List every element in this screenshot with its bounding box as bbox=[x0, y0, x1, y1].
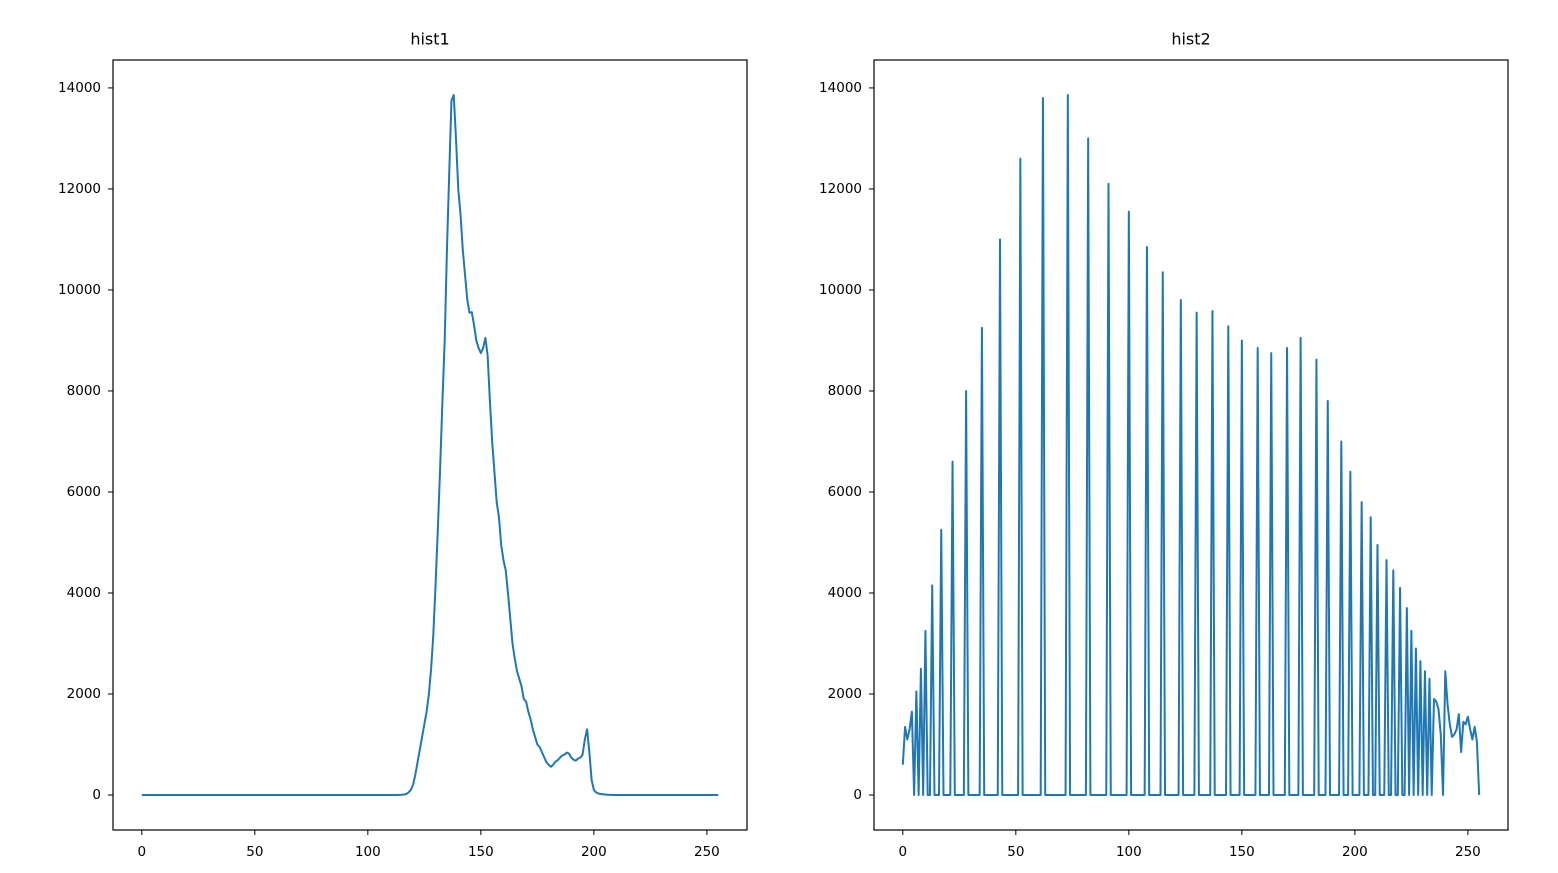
y-tick-label: 14000 bbox=[58, 80, 101, 96]
y-tick-label: 4000 bbox=[67, 585, 101, 601]
y-tick-label: 12000 bbox=[819, 181, 862, 197]
x-tick-label: 0 bbox=[899, 844, 908, 860]
x-tick-label: 100 bbox=[355, 844, 381, 860]
y-tick-label: 0 bbox=[853, 787, 862, 803]
y-tick-label: 8000 bbox=[828, 383, 862, 399]
chart-title: hist2 bbox=[1171, 30, 1210, 49]
y-tick-label: 6000 bbox=[828, 484, 862, 500]
data-line bbox=[901, 94, 1481, 796]
y-tick-label: 14000 bbox=[819, 80, 862, 96]
x-tick-label: 150 bbox=[1229, 844, 1255, 860]
plot-frame bbox=[112, 59, 748, 831]
y-tick-label: 10000 bbox=[58, 282, 101, 298]
x-tick-label: 200 bbox=[1342, 844, 1368, 860]
x-tick-label: 50 bbox=[246, 844, 263, 860]
data-line bbox=[141, 94, 719, 796]
plot-frame bbox=[873, 59, 1509, 831]
x-tick-label: 0 bbox=[138, 844, 147, 860]
x-tick-label: 200 bbox=[581, 844, 607, 860]
y-tick-label: 8000 bbox=[67, 383, 101, 399]
y-tick-label: 4000 bbox=[828, 585, 862, 601]
y-tick-label: 6000 bbox=[67, 484, 101, 500]
x-tick-label: 250 bbox=[694, 844, 720, 860]
x-tick-label: 250 bbox=[1455, 844, 1481, 860]
x-tick-label: 50 bbox=[1007, 844, 1024, 860]
x-tick-label: 100 bbox=[1116, 844, 1142, 860]
y-tick-label: 12000 bbox=[58, 181, 101, 197]
y-tick-label: 10000 bbox=[819, 282, 862, 298]
chart-title: hist1 bbox=[410, 30, 449, 49]
y-tick-label: 0 bbox=[92, 787, 101, 803]
y-tick-label: 2000 bbox=[828, 686, 862, 702]
y-tick-label: 2000 bbox=[67, 686, 101, 702]
x-tick-label: 150 bbox=[468, 844, 494, 860]
